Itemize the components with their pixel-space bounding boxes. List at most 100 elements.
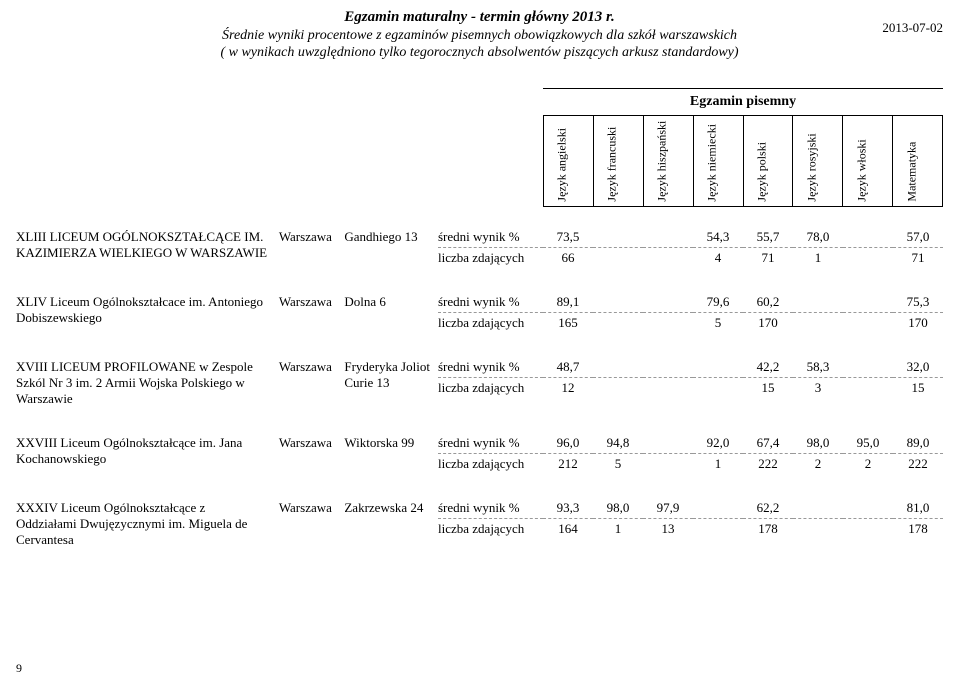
school-street: Gandhiego 13 <box>344 229 438 245</box>
school-street: Dolna 6 <box>344 294 438 310</box>
avg-value <box>843 500 893 519</box>
count-row: liczba zdających2125122222222 <box>438 456 943 472</box>
count-row: liczba zdających164113178178 <box>438 521 943 537</box>
school-city: Warszawa <box>279 359 345 375</box>
metrics: średni wynik %96,094,892,067,498,095,089… <box>438 435 943 472</box>
count-values: 66471171 <box>543 250 943 266</box>
metrics: średni wynik %89,179,660,275,3liczba zda… <box>438 294 943 331</box>
subject-cell: Język rosyjski <box>792 116 842 206</box>
count-value <box>843 380 893 396</box>
school-city: Warszawa <box>279 500 345 516</box>
count-row: liczba zdających66471171 <box>438 250 943 266</box>
header-subtitle-1: Średnie wyniki procentowe z egzaminów pi… <box>16 27 943 45</box>
avg-value: 60,2 <box>743 294 793 313</box>
school-street: Wiktorska 99 <box>344 435 438 451</box>
count-value <box>693 521 743 537</box>
count-value <box>593 250 643 266</box>
avg-value <box>793 294 843 313</box>
subject-label: Język angielski <box>556 128 569 202</box>
school-name: XVIII LICEUM PROFILOWANE w Zespole Szkól… <box>16 359 279 407</box>
school-block: XXXIV Liceum Ogólnokształcące z Oddziała… <box>16 500 943 548</box>
count-value <box>693 380 743 396</box>
count-value <box>643 456 693 472</box>
subject-label: Matematyka <box>905 142 918 202</box>
count-value: 5 <box>593 456 643 472</box>
count-value: 164 <box>543 521 593 537</box>
count-label: liczba zdających <box>438 380 543 396</box>
count-value: 222 <box>743 456 793 472</box>
count-value: 5 <box>693 315 743 331</box>
count-value <box>593 380 643 396</box>
avg-value: 54,3 <box>693 229 743 248</box>
count-values: 2125122222222 <box>543 456 943 472</box>
avg-value <box>593 229 643 248</box>
avg-value <box>843 229 893 248</box>
avg-value: 92,0 <box>693 435 743 454</box>
count-value: 66 <box>543 250 593 266</box>
school-city: Warszawa <box>279 229 345 245</box>
metrics: średni wynik %73,554,355,778,057,0liczba… <box>438 229 943 266</box>
avg-value <box>593 294 643 313</box>
avg-value: 93,3 <box>543 500 593 519</box>
count-value <box>643 380 693 396</box>
avg-value <box>693 359 743 378</box>
avg-value <box>643 435 693 454</box>
page-number: 9 <box>16 661 22 676</box>
avg-value: 73,5 <box>543 229 593 248</box>
count-values: 1655170170 <box>543 315 943 331</box>
avg-row: średni wynik %96,094,892,067,498,095,089… <box>438 435 943 456</box>
count-values: 164113178178 <box>543 521 943 537</box>
school-block: XLIII LICEUM OGÓLNOKSZTAŁCĄCE IM. KAZIMI… <box>16 229 943 266</box>
count-value: 4 <box>693 250 743 266</box>
subject-cell: Język niemiecki <box>693 116 743 206</box>
subject-cell: Język polski <box>743 116 793 206</box>
subject-cell: Język włoski <box>842 116 892 206</box>
metrics: średni wynik %48,742,258,332,0liczba zda… <box>438 359 943 396</box>
metrics: średni wynik %93,398,097,962,281,0liczba… <box>438 500 943 537</box>
school-street: Fryderyka Joliot Curie 13 <box>344 359 438 391</box>
school-name: XLIII LICEUM OGÓLNOKSZTAŁCĄCE IM. KAZIMI… <box>16 229 279 261</box>
header-subtitle-2: ( w wynikach uwzględniono tylko tegorocz… <box>16 44 943 62</box>
avg-value <box>643 294 693 313</box>
subject-row: Język angielski Język francuski Język hi… <box>543 116 943 207</box>
header-title: Egzamin maturalny - termin główny 2013 r… <box>16 8 943 27</box>
count-value <box>593 315 643 331</box>
avg-value: 97,9 <box>643 500 693 519</box>
subject-label: Język niemiecki <box>705 124 718 202</box>
avg-value: 79,6 <box>693 294 743 313</box>
count-value: 212 <box>543 456 593 472</box>
count-value: 1 <box>793 250 843 266</box>
school-name: XXXIV Liceum Ogólnokształcące z Oddziała… <box>16 500 279 548</box>
avg-value: 95,0 <box>843 435 893 454</box>
avg-row: średni wynik %73,554,355,778,057,0 <box>438 229 943 250</box>
school-block: XXVIII Liceum Ogólnokształcące im. Jana … <box>16 435 943 472</box>
count-value: 12 <box>543 380 593 396</box>
avg-value: 42,2 <box>743 359 793 378</box>
avg-value: 57,0 <box>893 229 943 248</box>
count-value: 178 <box>743 521 793 537</box>
avg-value: 98,0 <box>593 500 643 519</box>
avg-value: 94,8 <box>593 435 643 454</box>
subject-label: Język polski <box>755 142 768 202</box>
school-block: XLIV Liceum Ogólnokształcace im. Antonie… <box>16 294 943 331</box>
count-value <box>643 250 693 266</box>
count-value: 15 <box>893 380 943 396</box>
schools-container: XLIII LICEUM OGÓLNOKSZTAŁCĄCE IM. KAZIMI… <box>16 229 943 548</box>
subject-label: Język francuski <box>606 127 619 202</box>
avg-value: 89,1 <box>543 294 593 313</box>
avg-value <box>643 229 693 248</box>
page: 2013-07-02 Egzamin maturalny - termin gł… <box>0 0 959 682</box>
avg-value: 62,2 <box>743 500 793 519</box>
avg-label: średni wynik % <box>438 294 543 313</box>
exam-title: Egzamin pisemny <box>543 88 943 116</box>
subject-label: Język rosyjski <box>805 133 818 201</box>
subject-label: Język włoski <box>855 139 868 201</box>
count-label: liczba zdających <box>438 315 543 331</box>
avg-value <box>593 359 643 378</box>
count-value: 71 <box>743 250 793 266</box>
count-value <box>643 315 693 331</box>
count-value: 165 <box>543 315 593 331</box>
subject-cell: Język hiszpański <box>643 116 693 206</box>
avg-value <box>693 500 743 519</box>
avg-value: 78,0 <box>793 229 843 248</box>
